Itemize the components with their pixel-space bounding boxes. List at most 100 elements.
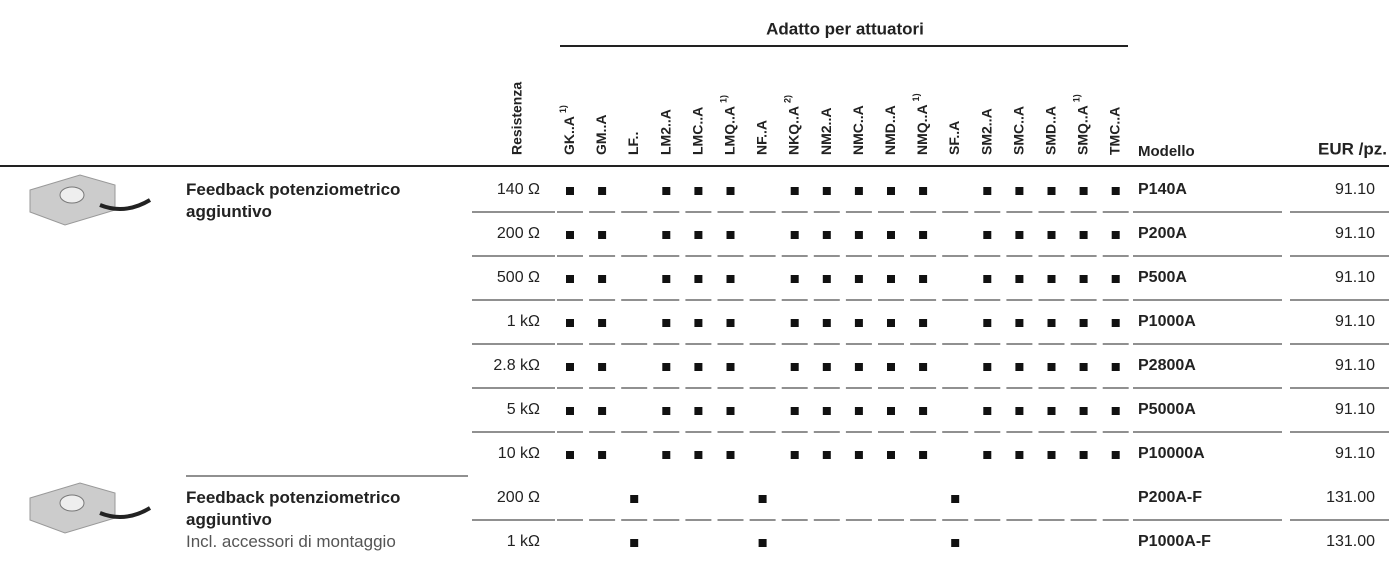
- compat-mark: [822, 363, 831, 371]
- compat-mark: [919, 187, 928, 195]
- product-title: Feedback potenziometrico aggiuntivo: [186, 488, 401, 529]
- group-title: Adatto per attuatori: [766, 19, 924, 38]
- compat-mark: [887, 363, 895, 371]
- compat-mark: [854, 451, 863, 459]
- compat-mark: [1047, 319, 1056, 327]
- model: P200A-F: [1138, 489, 1202, 506]
- model: P200A: [1138, 225, 1187, 242]
- compat-mark: [1079, 187, 1088, 195]
- compat-mark: [726, 231, 735, 239]
- compat-mark: [1015, 231, 1024, 239]
- image-dial: [59, 186, 85, 204]
- compat-mark: [854, 407, 863, 415]
- compat-mark: [983, 231, 992, 239]
- compat-mark: [694, 451, 703, 459]
- actuator-header: LMC..A: [689, 107, 705, 155]
- compat-mark: [662, 319, 671, 327]
- compat-mark: [790, 187, 799, 195]
- compat-mark: [566, 187, 574, 195]
- actuator-header: NMQ..A 1): [911, 93, 929, 155]
- actuator-header: NMC..A: [850, 105, 866, 155]
- actuator-label: SMD..A: [1042, 106, 1058, 155]
- compat-mark: [726, 319, 735, 327]
- compat-mark: [822, 319, 831, 327]
- compat-mark: [1015, 187, 1024, 195]
- compat-mark: [983, 319, 992, 327]
- actuator-label: NMQ..A: [914, 104, 930, 155]
- actuator-header: SF..A: [946, 121, 962, 155]
- price: 91.10: [1335, 313, 1375, 330]
- compat-mark: [598, 231, 607, 239]
- compat-mark: [887, 187, 895, 195]
- compat-mark: [566, 407, 574, 415]
- actuator-note: 1): [911, 93, 921, 101]
- image-dial: [59, 494, 85, 512]
- actuator-label: SMC..A: [1010, 106, 1026, 155]
- resistance: 2.8 kΩ: [493, 357, 540, 374]
- actuator-label: NF..A: [753, 120, 769, 155]
- compat-mark: [726, 275, 735, 283]
- actuator-note: 2): [783, 95, 793, 103]
- compat-mark: [694, 231, 703, 239]
- compat-mark: [1015, 451, 1024, 459]
- compat-mark: [1047, 451, 1056, 459]
- product-image: [29, 482, 152, 534]
- model: P5000A: [1138, 401, 1196, 418]
- compat-mark: [790, 319, 799, 327]
- compat-mark: [566, 451, 574, 459]
- compat-mark: [790, 363, 799, 371]
- price: 91.10: [1335, 445, 1375, 462]
- product-description: Feedback potenziometrico aggiuntivo: [186, 179, 471, 223]
- actuator-header: SM2..A: [978, 108, 994, 155]
- resistance-header: Resistenza: [509, 82, 525, 155]
- actuator-note: 1): [558, 105, 568, 113]
- model: P2800A: [1138, 357, 1196, 374]
- compat-mark: [662, 187, 671, 195]
- actuator-label: SF..A: [946, 121, 962, 155]
- image-cable: [99, 506, 152, 519]
- compat-mark: [598, 407, 607, 415]
- actuator-header: LF..: [625, 132, 641, 155]
- actuator-label: LMC..A: [689, 107, 705, 155]
- compat-mark: [598, 187, 607, 195]
- price: 91.10: [1335, 401, 1375, 418]
- model: P1000A-F: [1138, 533, 1211, 550]
- resistance: 200 Ω: [497, 225, 540, 242]
- compat-mark: [919, 451, 928, 459]
- actuator-header: SMQ..A 1): [1072, 94, 1090, 155]
- compat-mark: [951, 539, 960, 547]
- compat-mark: [854, 363, 863, 371]
- compat-mark: [1015, 275, 1024, 283]
- resistance: 10 kΩ: [498, 445, 540, 462]
- compat-mark: [1111, 451, 1120, 459]
- compat-mark: [919, 407, 928, 415]
- compat-mark: [1111, 187, 1120, 195]
- product-image: [29, 174, 152, 226]
- compat-mark: [1079, 451, 1088, 459]
- compat-mark: [694, 275, 703, 283]
- compat-mark: [887, 231, 895, 239]
- actuator-label: LMQ..A: [721, 106, 737, 155]
- compat-mark: [1047, 275, 1056, 283]
- actuator-header: LMQ..A 1): [719, 95, 737, 155]
- compat-mark: [919, 363, 928, 371]
- model: P140A: [1138, 181, 1187, 198]
- compat-mark: [887, 319, 895, 327]
- compat-mark: [630, 495, 639, 503]
- actuator-header: SMC..A: [1010, 106, 1026, 155]
- actuator-header: GM..A: [593, 115, 609, 155]
- compat-mark: [1111, 407, 1120, 415]
- actuator-label: SMQ..A: [1074, 105, 1090, 155]
- compat-mark: [919, 231, 928, 239]
- compat-mark: [1111, 275, 1120, 283]
- compat-mark: [566, 231, 574, 239]
- actuator-label: GK..A: [561, 116, 577, 155]
- compat-mark: [854, 275, 863, 283]
- compat-mark: [1015, 407, 1024, 415]
- model: P500A: [1138, 269, 1187, 286]
- compat-mark: [983, 407, 992, 415]
- compat-mark: [1111, 319, 1120, 327]
- compat-mark: [1079, 319, 1088, 327]
